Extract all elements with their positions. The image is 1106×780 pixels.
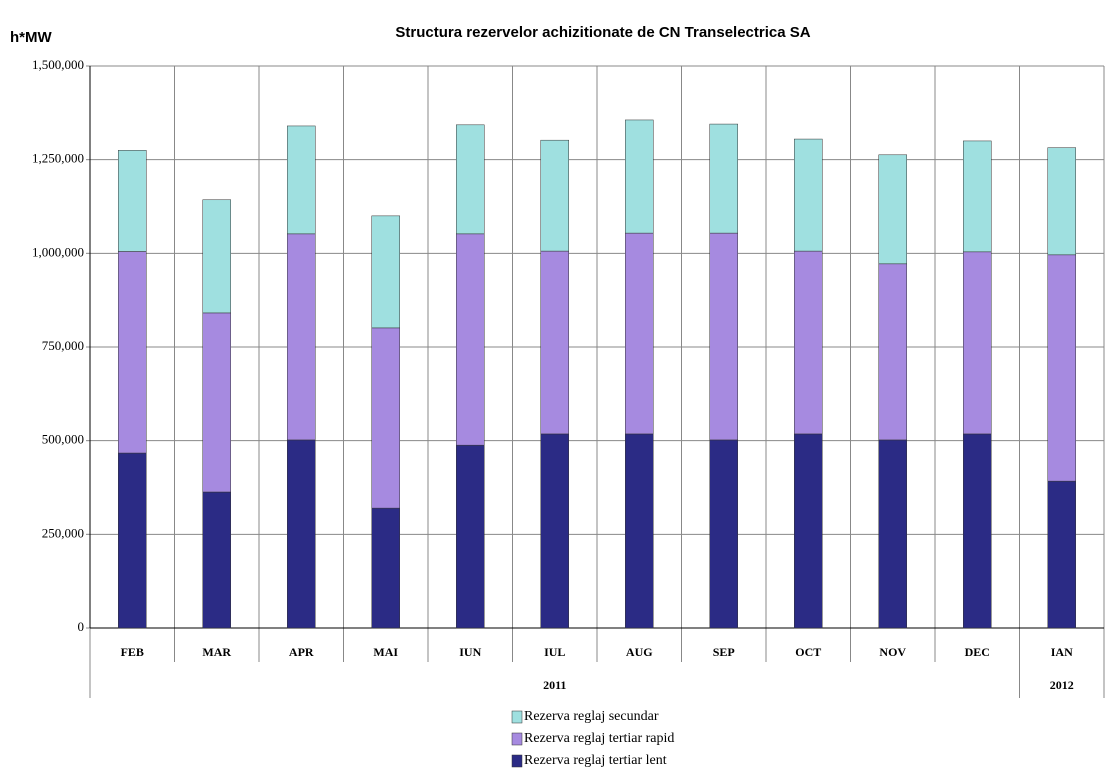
legend-label: Rezerva reglaj tertiar rapid — [524, 731, 674, 746]
bar-segment — [371, 327, 400, 509]
bar-segment — [709, 123, 738, 234]
bar-segment — [963, 251, 992, 435]
bar-segment — [794, 138, 823, 252]
bar-segment — [540, 250, 569, 435]
chart-title: Structura rezervelor achizitionate de CN… — [395, 24, 810, 41]
legend-swatch — [511, 754, 523, 768]
y-tick-label: 0 — [78, 619, 85, 634]
bar-segment — [625, 232, 654, 435]
bar-segment — [878, 263, 907, 441]
bar-segment — [709, 439, 738, 629]
bar-segment — [202, 199, 231, 314]
bar-segment — [794, 250, 823, 435]
bar-segment — [202, 312, 231, 493]
x-tick-label: NOV — [879, 645, 906, 659]
bar-segment — [878, 439, 907, 629]
x-tick-label: IUN — [459, 645, 481, 659]
bar-segment — [202, 491, 231, 629]
y-tick-label: 250,000 — [42, 525, 84, 540]
x-tick-label: MAI — [373, 645, 398, 659]
bar-segment — [371, 215, 400, 329]
bar-segment — [456, 233, 485, 446]
bar-segment — [540, 433, 569, 629]
bar-segment — [1047, 254, 1076, 482]
bar-segment — [371, 507, 400, 629]
bar-segment — [456, 444, 485, 629]
bar-segment — [709, 232, 738, 441]
x-tick-label: DEC — [965, 645, 990, 659]
bar-segment — [625, 119, 654, 234]
bar-segment — [963, 433, 992, 629]
bar-segment — [118, 251, 147, 454]
bar-segment — [287, 233, 316, 441]
x-tick-label: MAR — [202, 645, 231, 659]
y-tick-label: 1,500,000 — [32, 57, 84, 72]
bar-segment — [540, 139, 569, 252]
x-tick-label: SEP — [713, 645, 735, 659]
legend-swatch — [511, 710, 523, 724]
bar-segment — [287, 125, 316, 235]
bar-segment — [456, 124, 485, 235]
bar-segment — [118, 150, 147, 252]
bar-segment — [1047, 147, 1076, 256]
bar-segment — [963, 140, 992, 253]
bar-segment — [118, 452, 147, 629]
bar-segment — [287, 439, 316, 629]
x-tick-label: IAN — [1051, 645, 1073, 659]
y-tick-label: 1,000,000 — [32, 244, 84, 259]
bar-segment — [794, 433, 823, 629]
bar-segment — [878, 154, 907, 265]
y-tick-label: 1,250,000 — [32, 151, 84, 166]
bar-segment — [625, 433, 654, 629]
legend-label: Rezerva reglaj tertiar lent — [524, 753, 667, 768]
x-tick-label: APR — [289, 645, 314, 659]
x-tick-label: OCT — [795, 645, 821, 659]
legend-label: Rezerva reglaj secundar — [524, 709, 659, 724]
legend-swatch — [511, 732, 523, 746]
y-tick-label: 750,000 — [42, 338, 84, 353]
x-tick-label: FEB — [121, 645, 144, 659]
y-tick-label: 500,000 — [42, 432, 84, 447]
y-axis-label: h*MW — [10, 29, 52, 46]
x-tick-label: AUG — [626, 645, 653, 659]
group-label: 2011 — [543, 678, 566, 692]
bar-segment — [1047, 480, 1076, 629]
group-label: 2012 — [1050, 678, 1074, 692]
x-tick-label: IUL — [544, 645, 565, 659]
